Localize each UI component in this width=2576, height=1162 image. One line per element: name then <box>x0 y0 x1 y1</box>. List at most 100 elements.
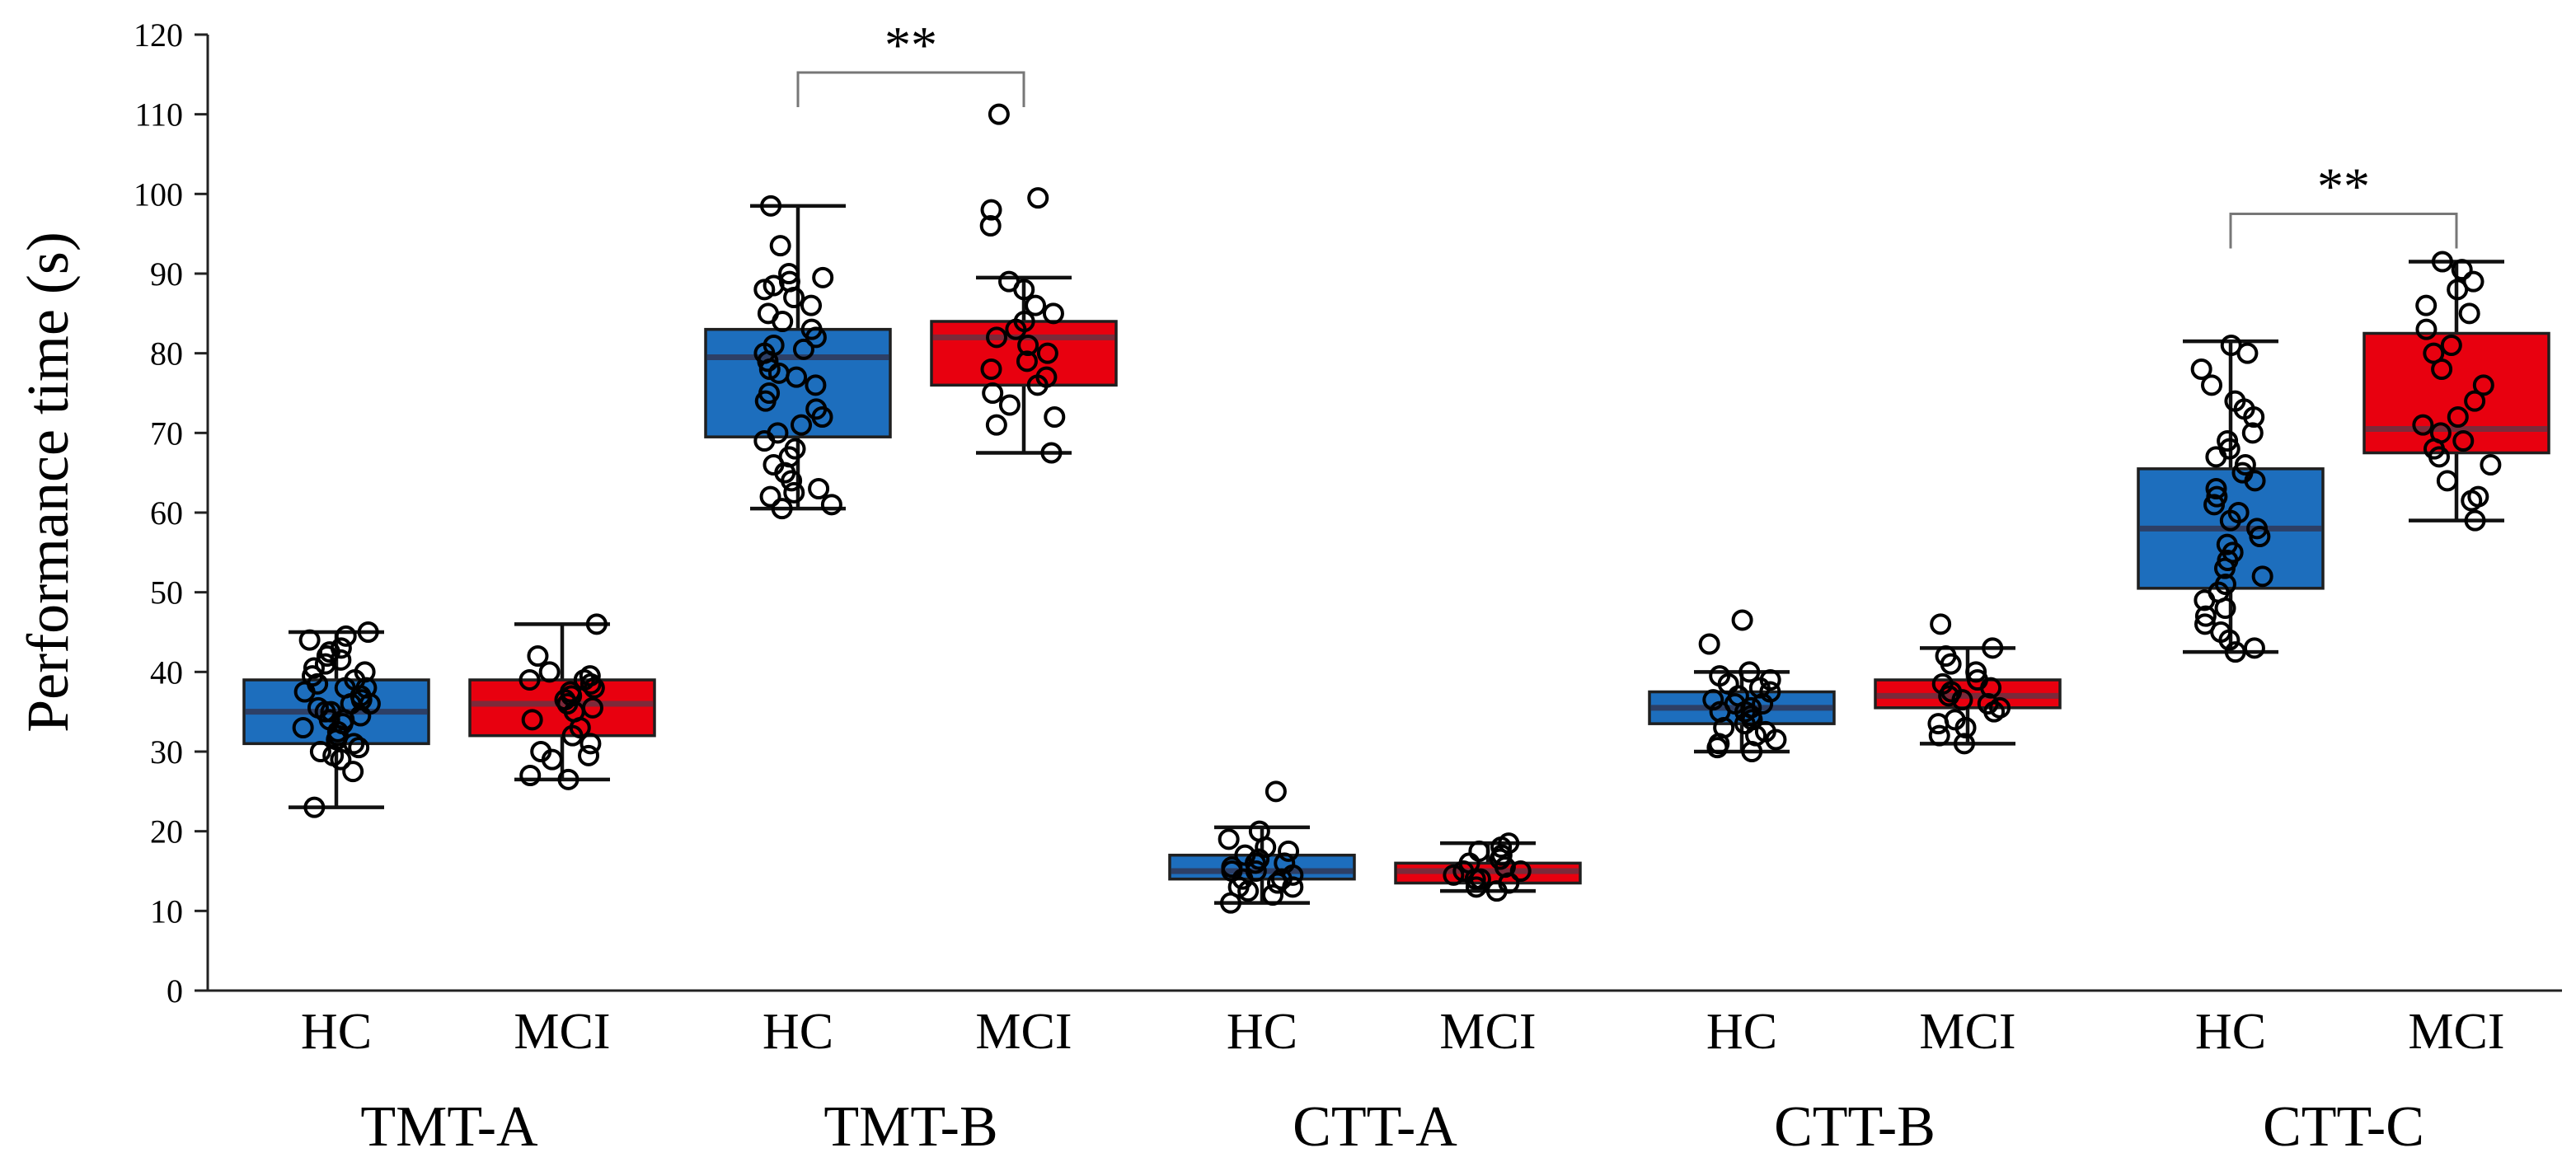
ctt-b-mci-data-point <box>1953 733 1975 755</box>
ctt-c-hc-data-point <box>2241 422 2264 444</box>
tmt-b-hc-data-point <box>757 302 779 325</box>
tmt-a-mci-data-point <box>518 669 541 691</box>
ctt-c-hc-data-point <box>2246 518 2269 540</box>
tmt-b-mci-data-point <box>1035 366 1058 388</box>
tmt-a-hc-data-point <box>342 761 364 783</box>
significance-bracket-tmt-b <box>796 71 1025 107</box>
tmt-b-mci-data-point <box>1040 442 1063 464</box>
ctt-a-hc-data-point <box>1274 852 1296 874</box>
y-tick-label: 80 <box>150 335 183 372</box>
tmt-a-mci-data-point <box>578 744 600 766</box>
tmt-b-hc-data-point <box>758 382 781 404</box>
tmt-b-hc-data-point <box>808 478 830 499</box>
group-label-ctt-a: CTT-A <box>1293 1095 1457 1159</box>
tmt-a-hc-data-point <box>298 629 321 651</box>
tmt-b-mci-data-point <box>1042 302 1064 325</box>
ctt-a-hc-data-point <box>1248 820 1270 842</box>
y-tick-label: 90 <box>150 255 183 293</box>
tmt-a-mci-data-point <box>521 709 543 731</box>
ctt-c-hc-data-point <box>2217 430 2239 452</box>
ctt-a-mci-data-point <box>1498 832 1520 855</box>
ctt-a-hc-data-point <box>1245 860 1267 882</box>
tmt-a-mci-data-point <box>538 661 561 683</box>
plot-area: ** ** <box>242 16 2550 914</box>
tmt-b-hc-data-point <box>759 485 781 508</box>
ctt-c-mci-data-point <box>2423 342 2445 364</box>
tmt-a-mci-data-point <box>579 665 601 687</box>
tmt-a-mci-data-point <box>527 645 549 667</box>
ctt-c-hc-data-point <box>2220 335 2242 356</box>
y-tick-label: 100 <box>134 176 183 213</box>
tmt-a-hc-data-point <box>320 700 342 723</box>
tmt-b-hc-data-point <box>760 194 782 217</box>
tmt-a-hc-data-point <box>354 661 376 683</box>
ctt-c-mci-data-point <box>2415 294 2438 316</box>
tmt-b-hc-data-point <box>769 235 791 257</box>
ctt-b-hc-data-point <box>1754 720 1776 743</box>
ctt-a-hc-data-point <box>1248 848 1270 870</box>
ctt-c-mci-data-point <box>2431 251 2453 273</box>
significance-bracket-ctt-c <box>2229 213 2458 249</box>
tmt-b-hc-data-point <box>778 263 800 284</box>
ctt-c-mci-data-point <box>2480 454 2502 476</box>
y-tick-label: 70 <box>150 415 183 452</box>
category-label-tmt-a-mci: MCI <box>514 1004 610 1060</box>
tmt-b-hc-data-point <box>805 374 827 396</box>
ctt-b-mci-data-point <box>1944 709 1966 731</box>
tmt-b-hc-data-point <box>771 498 793 520</box>
y-axis-label: Performance time (s) <box>15 232 81 733</box>
tmt-b-hc-data-point <box>762 335 785 356</box>
significance-marker-ctt-c: ** <box>2317 157 2370 216</box>
ctt-c-mci-data-point <box>2429 422 2452 444</box>
y-tick-label: 120 <box>134 16 183 54</box>
ctt-c-hc-data-point <box>2227 502 2250 523</box>
ctt-c-hc-data-point <box>2243 637 2265 659</box>
group-label-tmt-b: TMT-B <box>823 1095 997 1159</box>
tmt-b-mci-data-point <box>988 103 1010 125</box>
ctt-b-hc-data-point <box>1698 633 1720 655</box>
ctt-a-hc-data-point <box>1265 780 1287 803</box>
ctt-c-mci-data-point <box>2412 414 2434 436</box>
tmt-b-hc-data-point <box>805 398 828 420</box>
ctt-b-hc-data-point <box>1702 689 1724 711</box>
tmt-a-hc-data-point <box>330 637 352 659</box>
tmt-a-hc-data-point <box>357 621 379 643</box>
ctt-b-hc-data-point <box>1759 669 1781 691</box>
ctt-b-hc-data-point <box>1759 681 1781 703</box>
tmt-b-hc-data-point <box>791 414 813 436</box>
ctt-c-hc-data-point <box>2234 454 2256 476</box>
tmt-b-mci-data-point <box>980 358 1002 380</box>
y-tick-label: 20 <box>150 813 183 850</box>
ctt-b-mci-data-point <box>1931 672 1954 695</box>
tmt-b-hc-data-point <box>792 338 814 360</box>
tmt-a-hc-data-point <box>303 657 325 679</box>
tmt-a-mci-data-point <box>585 613 608 635</box>
category-label-ctt-b-hc: HC <box>1706 1004 1777 1060</box>
ctt-a-hc-data-point <box>1218 828 1240 850</box>
y-tick-label: 40 <box>150 654 183 691</box>
category-label-ctt-c-mci: MCI <box>2408 1004 2504 1060</box>
tmt-a-hc-data-point <box>292 717 314 738</box>
ctt-a-mci-data-point <box>1468 840 1490 862</box>
tmt-b-hc-data-point <box>778 270 800 293</box>
tmt-a-hc-data-point <box>307 696 329 719</box>
ctt-c-mci-data-point <box>2415 318 2438 340</box>
tmt-b-mci-data-point <box>1027 187 1049 209</box>
ctt-c-mci-data-point <box>2464 509 2486 532</box>
ctt-b-mci-data-point <box>1982 637 2004 659</box>
group-label-ctt-c: CTT-C <box>2263 1095 2424 1159</box>
ctt-b-hc-data-point <box>1709 665 1731 687</box>
category-label-tmt-b-mci: MCI <box>975 1004 1072 1060</box>
tmt-b-mci-data-point <box>1044 406 1066 428</box>
ctt-c-hc-data-point <box>2190 358 2212 380</box>
ctt-c-hc-data-point <box>2201 374 2223 396</box>
group-label-ctt-b: CTT-B <box>1774 1095 1936 1159</box>
tmt-b-hc-data-point <box>800 318 823 340</box>
group-label-tmt-a: TMT-A <box>360 1095 538 1159</box>
ctt-c-mci-data-point <box>2458 302 2480 325</box>
ctt-c-hc-data-point <box>2206 485 2228 508</box>
category-label-tmt-b-hc: HC <box>762 1004 833 1060</box>
tmt-a-hc-data-point <box>302 665 324 687</box>
ctt-b-mci-data-point <box>1965 661 1987 683</box>
